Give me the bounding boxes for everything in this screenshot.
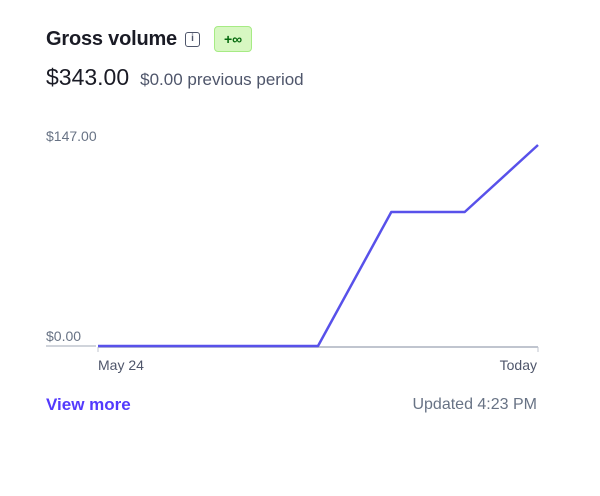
x-axis-start-label: May 24 bbox=[98, 357, 144, 373]
summary-row: $343.00 $0.00 previous period bbox=[46, 64, 304, 91]
previous-period-amount: $0.00 previous period bbox=[140, 70, 304, 89]
updated-timestamp: Updated 4:23 PM bbox=[412, 396, 537, 413]
y-axis-min-label: $0.00 bbox=[46, 328, 82, 344]
card-header: Gross volume i +∞ bbox=[46, 26, 253, 52]
total-amount: $343.00 bbox=[46, 64, 130, 90]
y-axis-max-label: $147.00 bbox=[46, 128, 97, 144]
info-icon[interactable]: i bbox=[184, 31, 200, 47]
x-axis-end-label: Today bbox=[499, 357, 537, 373]
series-line bbox=[98, 144, 539, 348]
card-title: Gross volume bbox=[46, 27, 177, 50]
view-more-link[interactable]: View more bbox=[46, 395, 131, 414]
change-badge: +∞ bbox=[213, 26, 253, 52]
